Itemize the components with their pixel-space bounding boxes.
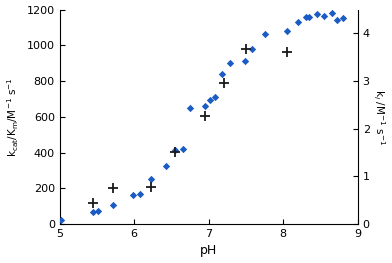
Point bbox=[180, 147, 186, 151]
Point bbox=[284, 29, 290, 33]
Point bbox=[303, 15, 309, 19]
Point bbox=[147, 177, 154, 181]
Point bbox=[137, 191, 143, 196]
Point bbox=[212, 95, 218, 99]
Point bbox=[58, 218, 64, 222]
Point bbox=[110, 186, 116, 190]
Y-axis label: k$_\mathrm{cat}$/K$_\mathrm{m}$/M$^{-1}$ s$^{-1}$: k$_\mathrm{cat}$/K$_\mathrm{m}$/M$^{-1}$… bbox=[5, 77, 21, 157]
Point bbox=[162, 164, 169, 168]
Point bbox=[130, 193, 136, 198]
Point bbox=[147, 185, 154, 189]
Point bbox=[249, 47, 255, 51]
Point bbox=[172, 149, 178, 154]
Point bbox=[219, 72, 225, 76]
Point bbox=[227, 61, 233, 65]
Point bbox=[207, 98, 213, 102]
Point bbox=[202, 114, 208, 118]
Point bbox=[95, 209, 102, 213]
Point bbox=[241, 59, 248, 63]
Point bbox=[314, 12, 320, 16]
Point bbox=[172, 148, 178, 152]
Point bbox=[334, 18, 340, 22]
Point bbox=[110, 203, 116, 207]
Point bbox=[90, 210, 96, 215]
Point bbox=[328, 11, 335, 15]
Y-axis label: k$_i$ /M$^{-1}$ s$^{-1}$: k$_i$ /M$^{-1}$ s$^{-1}$ bbox=[371, 89, 387, 145]
Point bbox=[295, 20, 301, 24]
Point bbox=[243, 47, 249, 51]
Point bbox=[202, 104, 208, 108]
X-axis label: pH: pH bbox=[200, 244, 218, 257]
Point bbox=[221, 81, 227, 85]
Point bbox=[261, 32, 268, 36]
Point bbox=[340, 16, 346, 20]
Point bbox=[90, 201, 96, 205]
Point bbox=[321, 14, 327, 18]
Point bbox=[284, 50, 290, 54]
Point bbox=[306, 15, 312, 19]
Point bbox=[187, 106, 193, 110]
